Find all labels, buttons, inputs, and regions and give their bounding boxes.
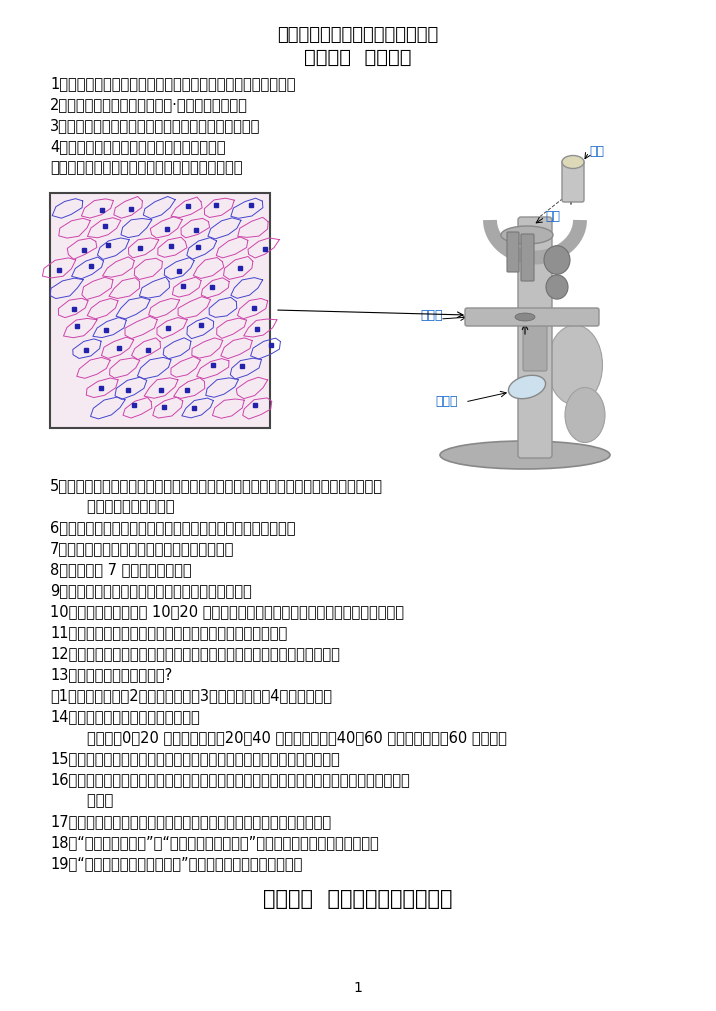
Text: 19、“一母生九子，九子各不同”讲的是生物界中的变异现象。: 19、“一母生九子，九子各不同”讲的是生物界中的变异现象。 [50, 856, 302, 871]
FancyBboxPatch shape [507, 232, 519, 272]
Text: 物镜: 物镜 [545, 210, 560, 223]
Text: 第一单元  人的一生: 第一单元 人的一生 [304, 48, 412, 67]
Text: 目镜: 目镜 [589, 145, 604, 158]
Text: 9、生长、发育、衰老、死亡是人必然经历的过程。: 9、生长、发育、衰老、死亡是人必然经历的过程。 [50, 583, 252, 598]
Text: 11、青春期开始的年龄因人而异，一般女孩比男孩早两年。: 11、青春期开始的年龄因人而异，一般女孩比男孩早两年。 [50, 625, 287, 640]
Text: 17、遗传和变异是生物界普遗存在的现象。世界上没有完全一样的人。: 17、遗传和变异是生物界普遗存在的现象。世界上没有完全一样的人。 [50, 814, 331, 829]
Text: 鸭跖草的下表皮细胞。: 鸭跖草的下表皮细胞。 [50, 499, 175, 514]
FancyBboxPatch shape [523, 321, 547, 371]
Text: 16、变异：生物的亲代与子代之间以及子代的个体之间在形态特征或生理特性上的差异叫做: 16、变异：生物的亲代与子代之间以及子代的个体之间在形态特征或生理特性上的差异叫… [50, 772, 410, 787]
Text: 8、人大约在 7 岁时就开始换牙。: 8、人大约在 7 岁时就开始换牙。 [50, 562, 192, 577]
Ellipse shape [508, 375, 546, 398]
FancyBboxPatch shape [562, 160, 584, 202]
Ellipse shape [565, 387, 605, 443]
Ellipse shape [562, 156, 584, 169]
Ellipse shape [544, 246, 570, 274]
Text: 13、如何健康地渡过青春期?: 13、如何健康地渡过青春期? [50, 667, 173, 682]
Text: 变异。: 变异。 [50, 793, 113, 808]
Text: 1: 1 [354, 981, 362, 995]
FancyBboxPatch shape [521, 234, 534, 281]
Text: 1、生物体都是由细胞构成的。细胞是构成生物体的基本单位。: 1、生物体都是由细胞构成的。细胞是构成生物体的基本单位。 [50, 76, 296, 91]
Text: 5、细胞的种类有：血细胞、肌肉细胞、叶子的薄壁细胞、口腔上皮细胞、水蝋草细胞: 5、细胞的种类有：血细胞、肌肉细胞、叶子的薄壁细胞、口腔上皮细胞、水蝋草细胞 [50, 478, 383, 493]
Text: 6、生物体生长发育的过程中细胞不断生长、繁殖、衰老、死亡: 6、生物体生长发育的过程中细胞不断生长、繁殖、衰老、死亡 [50, 520, 296, 535]
Text: 14、人的一生可以分为那几个阶段？: 14、人的一生可以分为那几个阶段？ [50, 709, 200, 724]
Ellipse shape [440, 441, 610, 469]
Ellipse shape [546, 275, 568, 299]
Bar [51, 194, 269, 427]
FancyBboxPatch shape [465, 308, 599, 326]
Text: 载物台: 载物台 [420, 309, 442, 321]
Text: 3、草履虫是由一个细胞构成的，是单细胞原生动物。: 3、草履虫是由一个细胞构成的，是单细胞原生动物。 [50, 118, 261, 133]
FancyBboxPatch shape [518, 217, 552, 458]
Text: 青岛版六年级科学下册复习知识点: 青岛版六年级科学下册复习知识点 [277, 26, 439, 44]
Text: 2、细胞是由英国科学家罗伯特·虎克最早发现的。: 2、细胞是由英国科学家罗伯特·虎克最早发现的。 [50, 97, 248, 112]
Bar [50, 193, 270, 428]
Text: 12、青春期是由儿童发育到成人的过渡时期，是人身心发展的关键阶段。: 12、青春期是由儿童发育到成人的过渡时期，是人身心发展的关键阶段。 [50, 646, 340, 661]
Text: 15、遗传：生物将自身的形态特征或生理特性传给后代的现象叫做遗传。: 15、遗传：生物将自身的形态特征或生理特性传给后代的现象叫做遗传。 [50, 751, 340, 766]
Text: （会画出洋葱表皮细胞的结构；了解显微镜结构）: （会画出洋葱表皮细胞的结构；了解显微镜结构） [50, 160, 243, 175]
Text: （1）、加强锻炼（2）、合理饮食（3）、保证睡眠（4）、心理咋询: （1）、加强锻炼（2）、合理饮食（3）、保证睡眠（4）、心理咋询 [50, 688, 332, 703]
Ellipse shape [501, 226, 553, 244]
Text: 第二单元  无处不在的能量知识点: 第二单元 无处不在的能量知识点 [263, 889, 453, 909]
Text: 10、青春期：青少年在 10－20 岁时，身高、体重增长较快，这个阶段称为青春期。: 10、青春期：青少年在 10－20 岁时，身高、体重增长较快，这个阶段称为青春期… [50, 604, 404, 619]
Text: 7、我们每个人的生命都是从一个细胞开始的。: 7、我们每个人的生命都是从一个细胞开始的。 [50, 541, 234, 556]
Text: 反光镜: 反光镜 [435, 395, 458, 408]
Text: 4、洋葱表皮细胞是由一个个小格子组成的。: 4、洋葱表皮细胞是由一个个小格子组成的。 [50, 139, 226, 154]
Text: 发育期（0－20 岁）、成熟期（20－40 岁）、渐衰期（40－60 岁）、衰老期（60 岁以上）: 发育期（0－20 岁）、成熟期（20－40 岁）、渐衰期（40－60 岁）、衰老… [50, 730, 507, 745]
Ellipse shape [515, 313, 535, 321]
Ellipse shape [548, 325, 602, 405]
Text: 18、“龙生龙，凤生凤”、“种瓜得瓜，种豆得豆”讲的都是生物界中的遗传现象。: 18、“龙生龙，凤生凤”、“种瓜得瓜，种豆得豆”讲的都是生物界中的遗传现象。 [50, 835, 379, 850]
